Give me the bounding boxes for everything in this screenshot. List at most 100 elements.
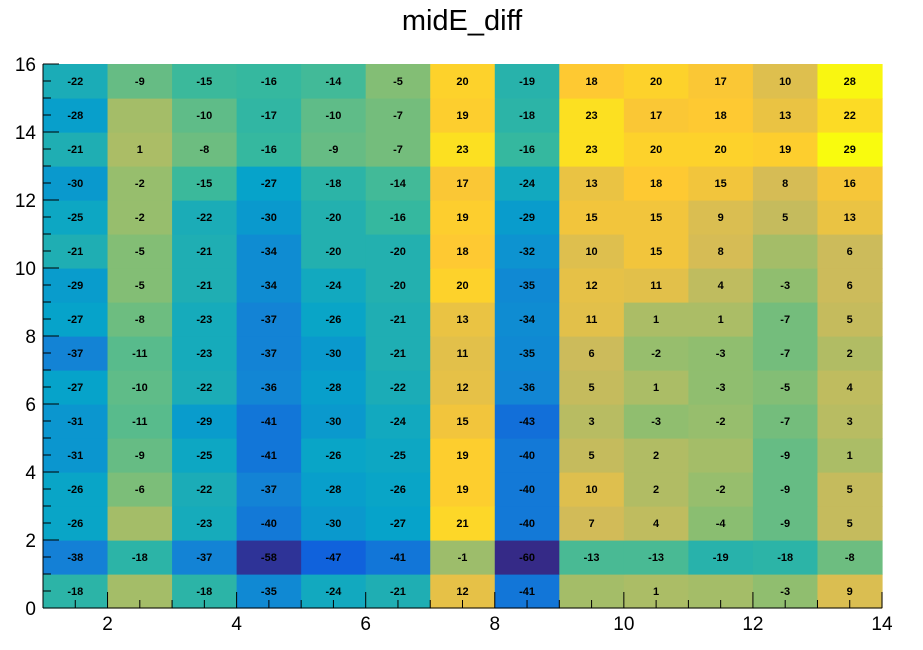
heatmap-cell: [107, 234, 173, 269]
cell-value-label: -60: [519, 552, 535, 564]
cell-value-label: -16: [519, 144, 535, 156]
cell-value-label: -28: [67, 110, 83, 122]
cell-value-label: 18: [715, 110, 727, 122]
heatmap-cell: [688, 268, 754, 303]
cell-value-label: 1: [137, 144, 143, 156]
cell-value-label: 28: [844, 76, 856, 88]
heatmap-cell: [623, 370, 689, 405]
cell-value-label: 4: [718, 280, 725, 292]
heatmap-cell: [301, 234, 367, 269]
heatmap-cell: [365, 336, 431, 371]
cell-value-label: -21: [196, 246, 212, 258]
heatmap-cell: [430, 336, 496, 371]
cell-value-label: -5: [780, 382, 790, 394]
cell-value-label: 23: [585, 110, 597, 122]
cell-value-label: -24: [325, 586, 342, 598]
heatmap-cell: [430, 166, 496, 201]
cell-value-label: -30: [325, 416, 341, 428]
heatmap-cell: [494, 302, 560, 337]
heatmap-cell: [301, 370, 367, 405]
cell-value-label: -10: [325, 110, 341, 122]
heatmap-cell: [172, 166, 238, 201]
x-tick-label: 4: [231, 614, 242, 635]
heatmap-cell: [236, 302, 302, 337]
heatmap-cell: [107, 98, 173, 133]
cell-value-label: 6: [847, 280, 853, 292]
heatmap-cell: [752, 438, 819, 473]
cell-value-label: -21: [390, 314, 406, 326]
heatmap-cell: [107, 268, 173, 303]
cell-value-label: -27: [261, 178, 277, 190]
cell-value-label: 10: [585, 484, 597, 496]
heatmap-cell: [559, 132, 625, 167]
cell-value-label: -34: [519, 314, 536, 326]
heatmap-cell: [236, 540, 302, 575]
heatmap-cell: [107, 438, 173, 473]
cell-value-label: -16: [261, 144, 277, 156]
cell-value-label: -20: [325, 212, 341, 224]
heatmap-cell: [688, 370, 754, 405]
cell-value-label: -25: [390, 450, 406, 462]
cell-value-label: -41: [261, 450, 277, 462]
heatmap-cell: [688, 472, 754, 507]
heatmap-cell: [559, 98, 625, 133]
heatmap-cell: [623, 132, 689, 167]
heatmap-cell: [236, 370, 302, 405]
heatmap-cell: [172, 540, 238, 575]
cell-value-label: 2: [653, 450, 659, 462]
cell-value-label: -2: [716, 416, 726, 428]
cell-value-label: -22: [390, 382, 406, 394]
cell-value-label: 8: [782, 178, 788, 190]
heatmap-cell: [301, 506, 367, 541]
cell-value-label: -35: [261, 586, 277, 598]
cell-value-label: -18: [67, 586, 83, 598]
cell-value-label: -2: [716, 484, 726, 496]
cell-value-label: -11: [132, 348, 147, 360]
heatmap-cell: [107, 506, 173, 541]
heatmap-cell: [752, 302, 819, 337]
heatmap-cell: [430, 132, 496, 167]
heatmap-cell: [623, 166, 689, 201]
heatmap-cell: [623, 540, 689, 575]
heatmap-cell: [817, 336, 883, 371]
cell-value-label: 15: [650, 246, 662, 258]
heatmap-cell: [365, 234, 431, 269]
cell-value-label: -30: [325, 348, 341, 360]
heatmap-cell: [430, 64, 496, 99]
heatmap-cell: [559, 166, 625, 201]
cell-value-label: -58: [261, 552, 277, 564]
heatmap-cell: [236, 472, 302, 507]
heatmap-cell: [172, 302, 238, 337]
cell-value-label: -18: [777, 552, 793, 564]
cell-value-label: 20: [715, 144, 727, 156]
heatmap-cell: [817, 438, 883, 473]
cell-value-label: -10: [196, 110, 212, 122]
cell-value-label: -31: [67, 416, 83, 428]
cell-value-label: -38: [67, 552, 83, 564]
heatmap-cell: [623, 506, 689, 541]
cell-value-label: 11: [650, 280, 662, 292]
cell-value-label: 7: [589, 518, 595, 530]
cell-value-label: -40: [519, 450, 535, 462]
heatmap-cell: [430, 438, 496, 473]
heatmap-cell: [43, 200, 109, 235]
cell-value-label: 16: [844, 178, 856, 190]
cell-value-label: 5: [847, 314, 853, 326]
heatmap-cell: [623, 472, 689, 507]
heatmap-cell: [817, 472, 883, 507]
heatmap-cell: [365, 132, 431, 167]
cell-value-label: 10: [779, 76, 791, 88]
cell-value-label: -22: [196, 382, 212, 394]
x-tick-label: 10: [613, 614, 634, 635]
heatmap-cell: [430, 268, 496, 303]
cell-value-label: 2: [653, 484, 659, 496]
heatmap-cell: [107, 472, 173, 507]
x-tick-label: 14: [871, 614, 893, 635]
heatmap-cell: [494, 472, 560, 507]
heatmap-cell: [43, 268, 109, 303]
heatmap-cell: [172, 438, 238, 473]
cell-value-label: -21: [67, 246, 83, 258]
cell-value-label: -27: [67, 382, 83, 394]
cell-value-label: 13: [585, 178, 597, 190]
heatmap-cell: [559, 506, 625, 541]
